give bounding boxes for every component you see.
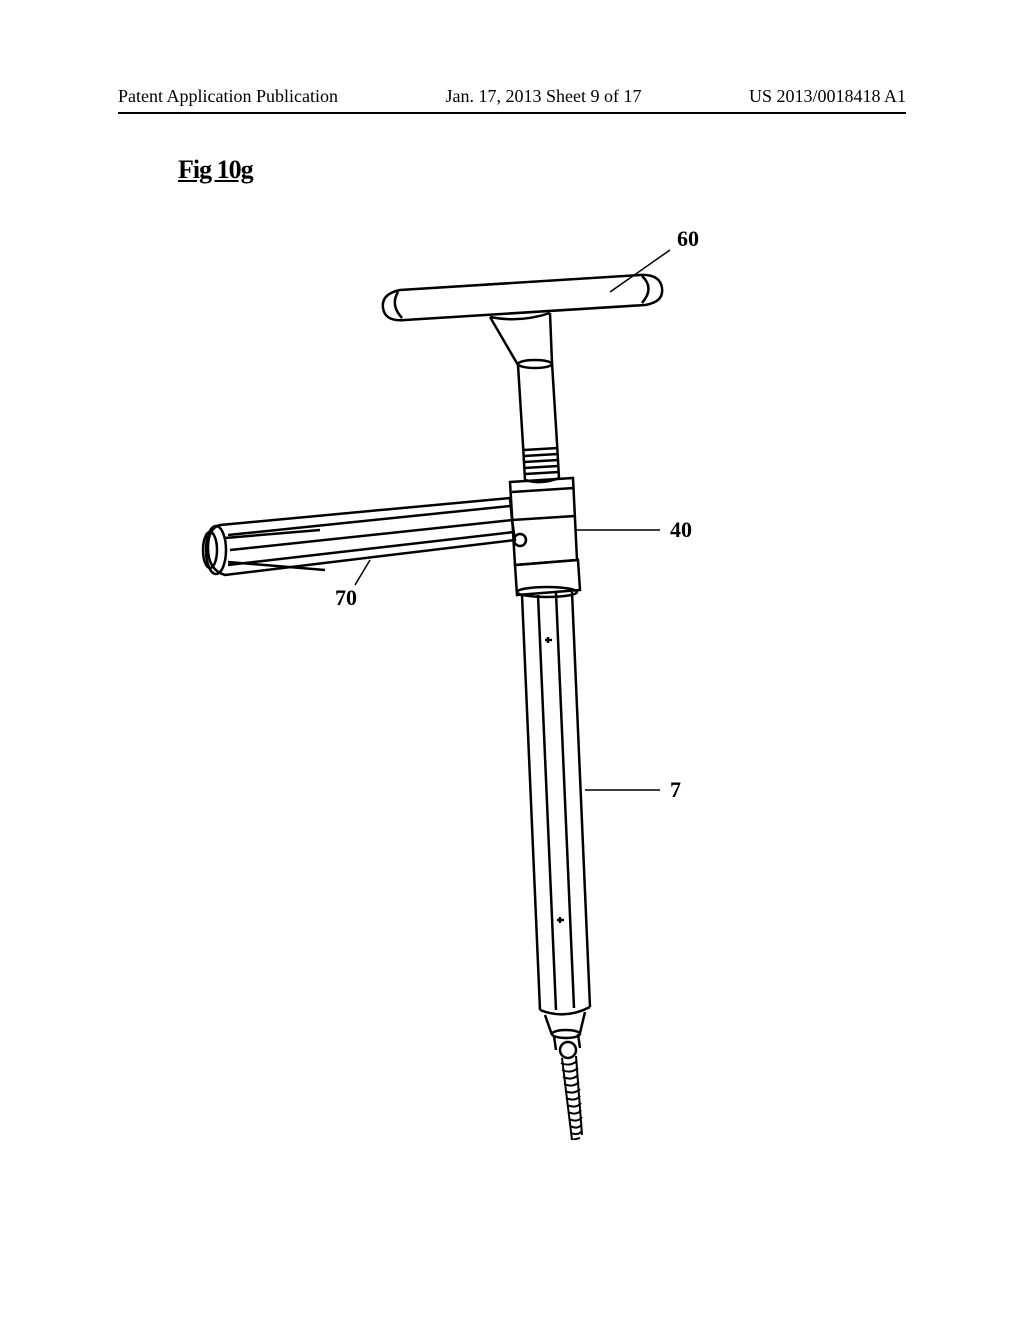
ref-label-60: 60 [677,226,699,252]
page-header: Patent Application Publication Jan. 17, … [0,86,1024,107]
t-handle [383,275,662,445]
screw-tip [561,1056,582,1140]
figure-label: Fig 10g [178,155,253,185]
ref-label-40: 40 [670,517,692,543]
header-date-sheet: Jan. 17, 2013 Sheet 9 of 17 [445,86,641,107]
ref-label-70: 70 [335,585,357,611]
header-patent-number: US 2013/0018418 A1 [749,86,906,107]
main-shaft [515,560,590,1058]
header-row: Patent Application Publication Jan. 17, … [118,86,906,107]
junction-block [510,478,577,565]
header-publication-type: Patent Application Publication [118,86,338,107]
side-arm-handle [203,498,515,575]
figure-diagram: 60 40 70 7 [180,220,880,1140]
header-divider [118,112,906,114]
ref-label-7: 7 [670,777,681,803]
thread-section [523,443,559,480]
device-diagram-svg [180,220,880,1140]
